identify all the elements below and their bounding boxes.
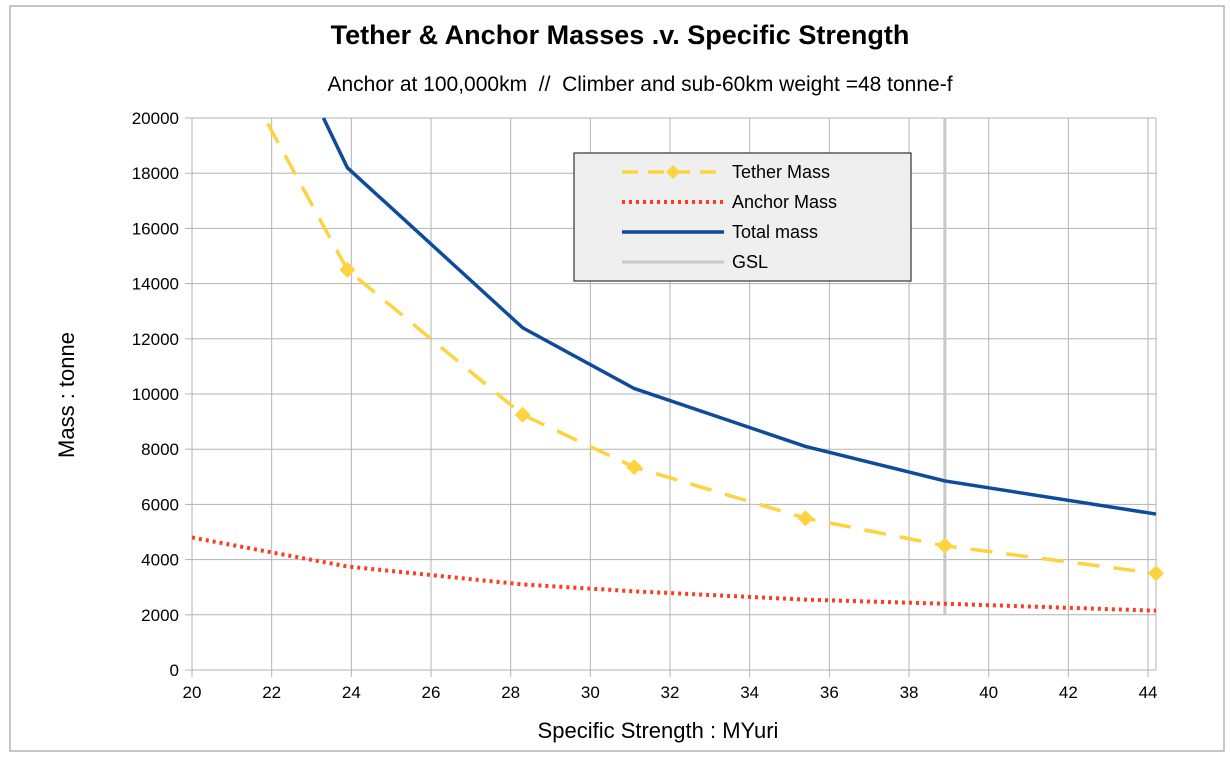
chart-subtitle: Anchor at 100,000km // Climber and sub-6… [327,73,952,96]
x-tick-label: 38 [900,683,919,702]
y-tick-label: 12000 [132,330,179,349]
x-tick-label: 40 [979,683,998,702]
data-point-tether-mass [626,459,643,476]
legend-label-gsl: GSL [732,252,768,272]
data-point-tether-mass [514,406,531,423]
x-tick-label: 20 [183,683,202,702]
data-point-tether-mass [339,261,356,278]
x-tick-label: 44 [1139,683,1158,702]
y-tick-label: 4000 [141,551,179,570]
legend-marker-tether-mass [666,165,680,179]
x-tick-label: 34 [740,683,759,702]
x-axis-title: Specific Strength : MYuri [538,718,779,743]
x-tick-label: 28 [501,683,520,702]
y-tick-label: 2000 [141,606,179,625]
y-tick-label: 0 [170,661,179,680]
legend-label-tether-mass: Tether Mass [732,162,830,182]
x-tick-label: 42 [1059,683,1078,702]
y-axis-title: Mass : tonne [54,332,79,458]
legend-label-anchor-mass: Anchor Mass [732,192,837,212]
x-tick-label: 22 [262,683,281,702]
y-tick-label: 14000 [132,275,179,294]
series-line-total-mass [321,117,1157,516]
y-tick-label: 10000 [132,385,179,404]
legend-items: Tether Mass Anchor Mass Total mass GSL [622,162,837,272]
x-tick-label: 32 [661,683,680,702]
x-tick-label: 36 [820,683,839,702]
y-tick-label: 6000 [141,495,179,514]
legend-label-total-mass: Total mass [732,222,818,242]
series-line-anchor-mass [191,535,1157,613]
y-tick-label: 20000 [132,109,179,128]
x-tick-label: 24 [342,683,361,702]
x-tick-label: 30 [581,683,600,702]
y-tick-label: 8000 [141,440,179,459]
y-tick-label: 16000 [132,219,179,238]
series-layer [191,117,1164,615]
legend: Tether Mass Anchor Mass Total mass GSL [573,152,912,282]
data-point-tether-mass [936,537,953,554]
data-point-tether-mass [1148,565,1164,582]
axis-layer: 0 2000 4000 6000 8000 10000 12000 14000 16000 180… [132,109,1158,702]
x-tick-label: 26 [422,683,441,702]
y-tick-label: 18000 [132,164,179,183]
legend-box [573,152,912,282]
chart-title: Tether & Anchor Masses .v. Specific Stre… [331,20,910,50]
data-point-tether-mass [797,510,814,527]
